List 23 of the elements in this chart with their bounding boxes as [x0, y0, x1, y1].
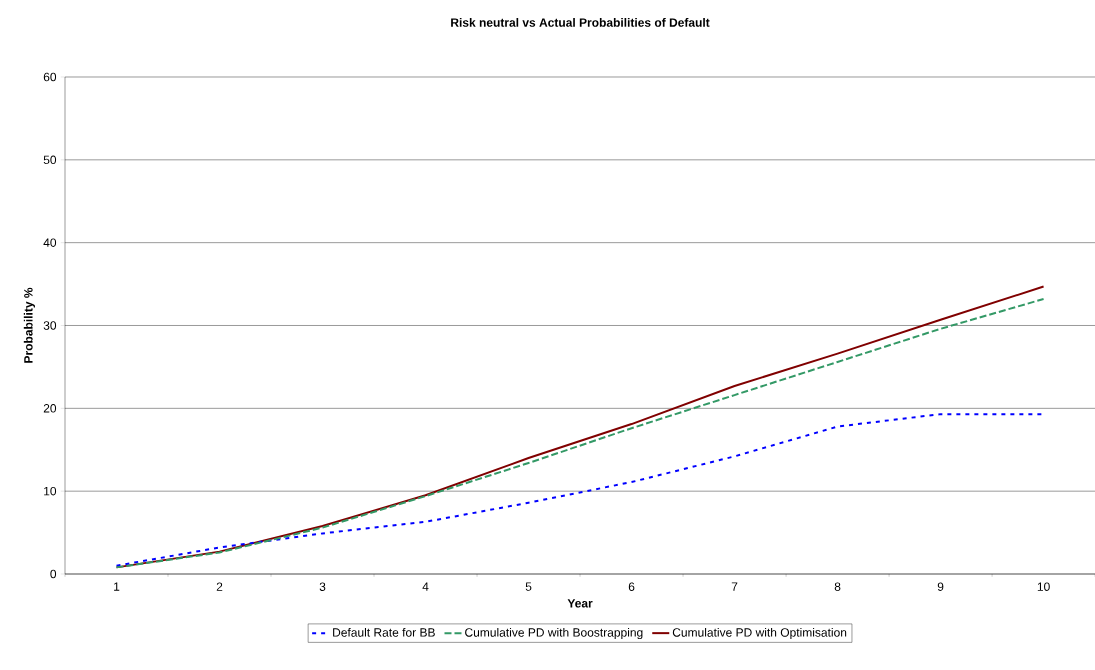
x-tick-label: 7	[731, 582, 738, 591]
x-tick-label: 5	[525, 582, 532, 591]
y-tick-label: 50	[43, 155, 57, 165]
x-tick-label: 6	[628, 582, 635, 591]
y-tick-label: 10	[44, 486, 57, 496]
y-tick-label: 0	[50, 569, 57, 579]
x-axis-title: Year	[567, 599, 593, 608]
x-tick-label: 3	[319, 582, 326, 591]
x-tick-label: 8	[834, 582, 841, 591]
x-tick-label: 10	[1037, 582, 1050, 591]
chart-title: Risk neutral vs Actual Probabilities of Default	[451, 18, 710, 27]
y-tick-label: 60	[43, 72, 57, 82]
legend-label: Cumulative PD with Boostrapping	[465, 627, 643, 640]
x-tick-label: 1	[114, 582, 120, 591]
legend-label: Default Rate for BB	[333, 627, 435, 637]
legend-label: Cumulative PD with Optimisation	[672, 627, 847, 640]
y-tick-label: 30	[43, 321, 57, 330]
x-tick-label: 9	[937, 582, 944, 591]
x-tick-label: 2	[216, 582, 223, 591]
y-tick-label: 40	[43, 238, 57, 247]
y-tick-label: 20	[43, 404, 57, 413]
x-tick-label: 4	[422, 582, 429, 591]
y-axis-title: Probability %	[23, 287, 35, 363]
